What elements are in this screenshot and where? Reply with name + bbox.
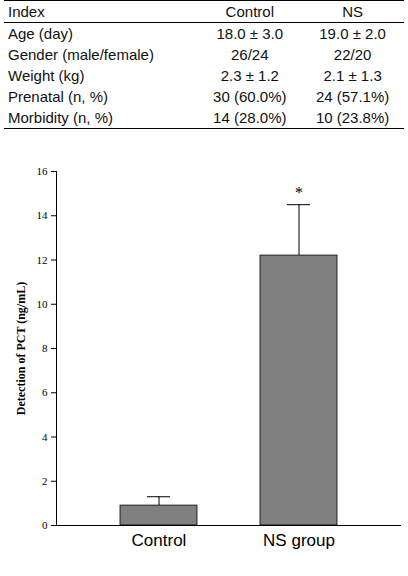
svg-text:6: 6 xyxy=(42,386,48,398)
html-text:26/24: 26/24 xyxy=(231,46,269,63)
html-text:10 (23.8%): 10 (23.8%) xyxy=(315,109,390,126)
svg-text:8: 8 xyxy=(42,342,48,354)
html-text:Control: Control xyxy=(225,3,274,20)
html-text:Morbidity (n, %): Morbidity (n, %) xyxy=(8,109,113,126)
svg-text:12: 12 xyxy=(37,254,48,266)
html-text:2.1 ± 1.3: 2.1 ± 1.3 xyxy=(323,67,382,84)
html-text:2.3 ± 1.2: 2.3 ± 1.2 xyxy=(220,67,279,84)
html-text:24 (57.1%): 24 (57.1%) xyxy=(315,88,390,105)
html-text:14 (28.0%): 14 (28.0%) xyxy=(213,109,287,126)
html-text:Weight (kg): Weight (kg) xyxy=(8,67,85,84)
svg-text:14: 14 xyxy=(37,209,49,221)
svg-text:10: 10 xyxy=(37,298,49,310)
html-text:18.0 ± 3.0: 18.0 ± 3.0 xyxy=(216,25,284,42)
svg-text:NS group: NS group xyxy=(263,531,335,550)
svg-text:16: 16 xyxy=(37,165,49,177)
html-text:19.0 ± 2.0: 19.0 ± 2.0 xyxy=(319,25,386,42)
svg-text:4: 4 xyxy=(42,431,48,443)
html-text:Index: Index xyxy=(8,3,45,20)
svg-text:Detection of PCT (ng/mL): Detection of PCT (ng/mL) xyxy=(14,282,28,415)
html-text:NS: NS xyxy=(342,3,363,20)
html-text:Prenatal (n, %): Prenatal (n, %) xyxy=(8,88,108,105)
html-text:Age (day): Age (day) xyxy=(8,25,73,42)
svg-text:2: 2 xyxy=(42,475,48,487)
svg-text:0: 0 xyxy=(42,519,48,531)
html-text:Gender (male/female): Gender (male/female) xyxy=(8,46,154,63)
svg-text:Control: Control xyxy=(132,531,187,550)
html-text:22/20: 22/20 xyxy=(333,46,372,63)
html-text:30 (60.0%): 30 (60.0%) xyxy=(213,88,287,105)
svg-text:*: * xyxy=(295,184,303,201)
